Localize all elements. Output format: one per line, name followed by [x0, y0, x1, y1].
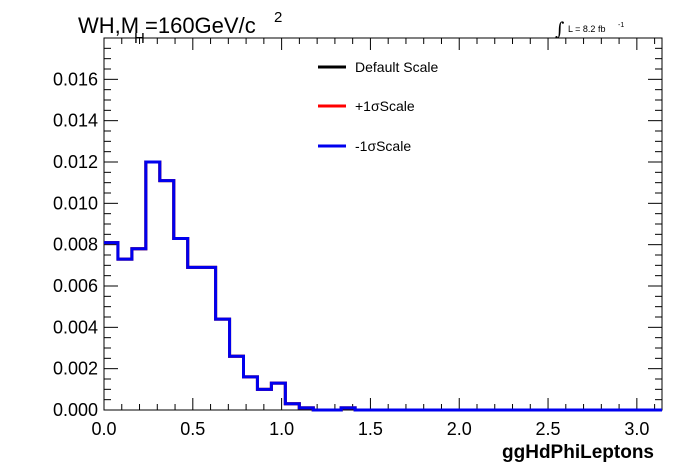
x-tick-label: 2.5: [536, 419, 561, 439]
series-layer: [104, 160, 662, 412]
y-tick-label: 0.006: [53, 276, 98, 296]
legend: Default Scale +1σScale -1σScale: [318, 59, 438, 154]
y-tick-label: 0.010: [53, 193, 98, 213]
y-tick-label: 0.000: [53, 400, 98, 420]
x-axis: 0.0 0.5 1.0 1.5 2.0 2.5 3.0: [91, 38, 656, 439]
legend-label-1: +1σScale: [355, 98, 415, 114]
x-tick-label: 1.5: [358, 419, 383, 439]
title-superscript: 2: [274, 9, 282, 26]
y-tick-label: 0.016: [53, 69, 98, 89]
y-tick-label: 0.014: [53, 111, 98, 131]
x-axis-label: ggHdPhiLeptons: [502, 442, 654, 463]
y-axis: 0.000 0.002 0.004 0.006 0.008 0.010 0.012 0.014…: [53, 37, 662, 420]
x-tick-label: 2.0: [447, 419, 472, 439]
legend-label-2: -1σScale: [355, 138, 411, 154]
title-rest: =160GeV/c: [145, 13, 256, 38]
plot-frame: [103, 37, 663, 411]
title-main: WH,M: [78, 13, 139, 38]
series-line-1: [104, 160, 662, 412]
chart-title: WH,M H =160GeV/c 2: [78, 9, 282, 47]
x-tick-label: 0.5: [180, 419, 205, 439]
luminosity-text: L = 8.2 fb: [568, 24, 605, 34]
legend-label-0: Default Scale: [355, 59, 438, 75]
integral-symbol: ∫: [555, 19, 565, 40]
y-tick-label: 0.004: [53, 317, 98, 337]
series-line-2: [104, 160, 662, 412]
y-tick-label: 0.012: [53, 152, 98, 172]
luminosity-superscript: -1: [618, 22, 624, 29]
x-tick-label: 0.0: [91, 419, 116, 439]
x-tick-label: 3.0: [624, 419, 649, 439]
y-tick-label: 0.002: [53, 359, 98, 379]
title-subscript: H: [134, 30, 145, 47]
x-tick-label: 1.0: [269, 419, 294, 439]
y-tick-label: 0.008: [53, 235, 98, 255]
luminosity-label: ∫ L = 8.2 fb -1: [555, 19, 624, 40]
series-line-0: [104, 160, 662, 412]
